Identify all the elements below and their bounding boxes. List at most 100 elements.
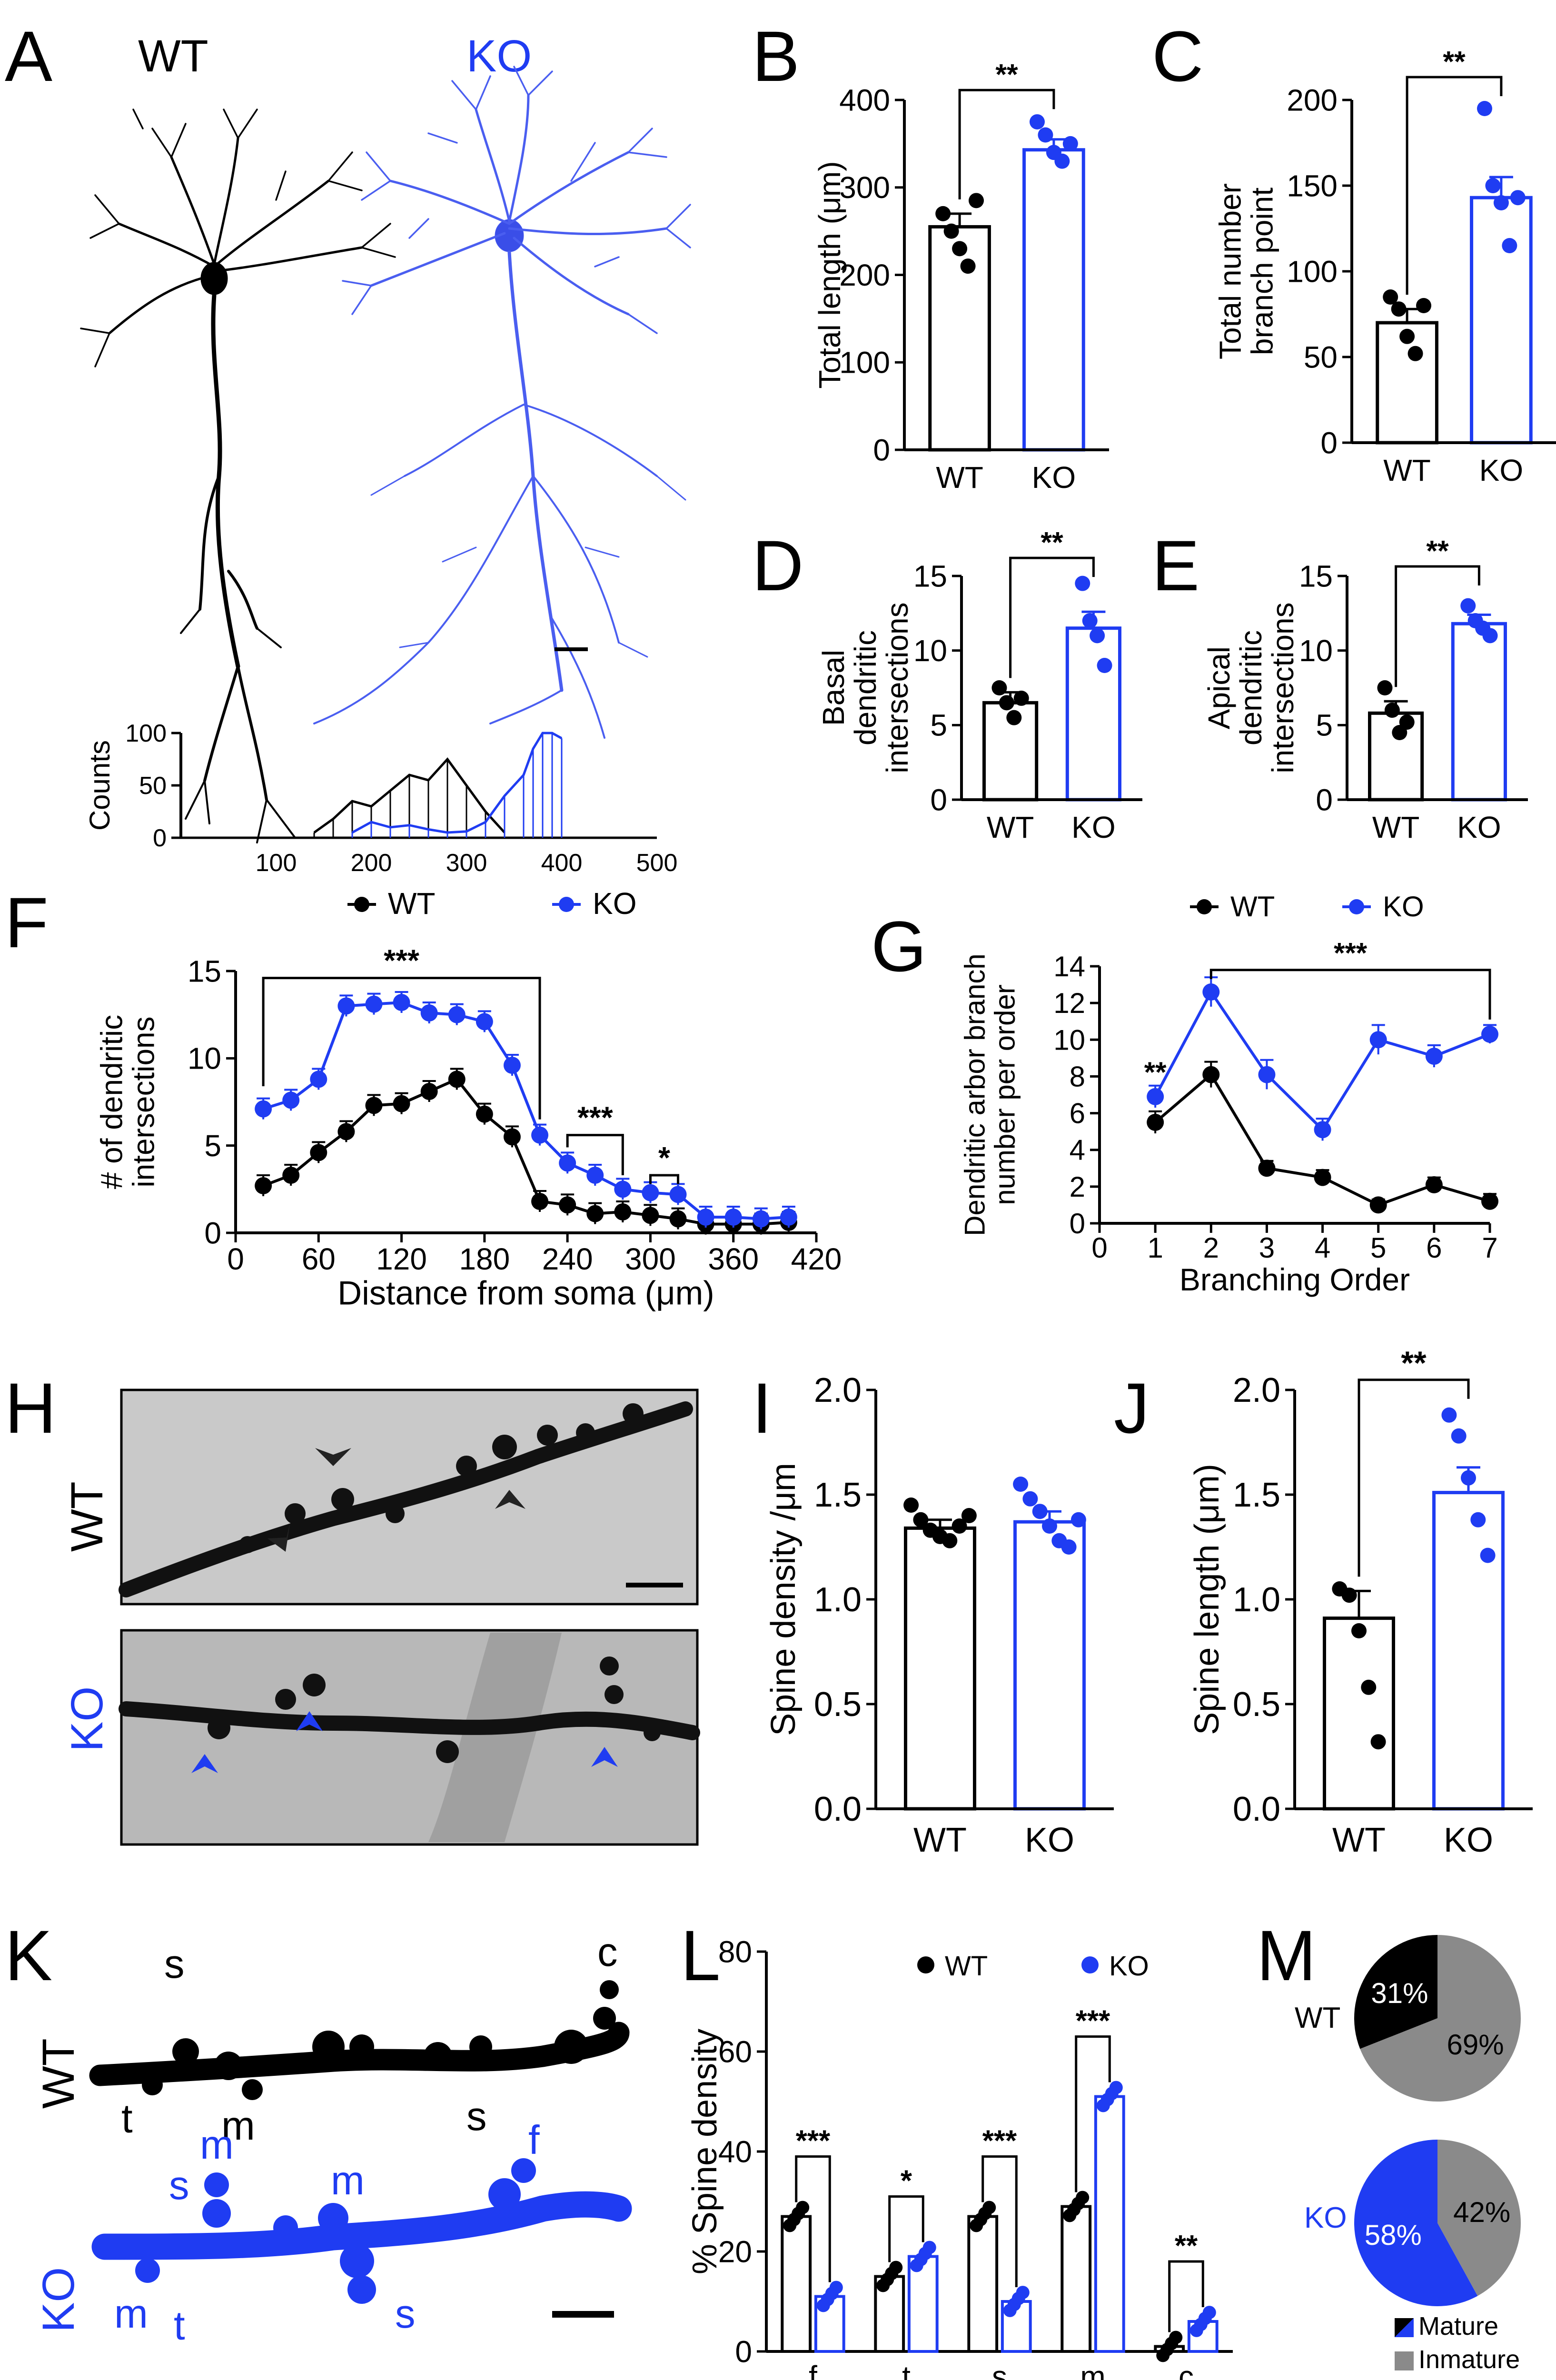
bar-ko <box>1470 196 1533 445</box>
data-point-wt <box>903 1497 919 1513</box>
x-tick-label: 60 <box>302 1242 336 1276</box>
data-point-ko <box>669 1186 687 1203</box>
data-point-ko <box>282 1091 300 1109</box>
pie-slice-inmature <box>1360 1935 1521 2102</box>
data-point-ko <box>1054 153 1070 169</box>
x-axis-label: Distance from soma (μm) <box>337 1274 714 1311</box>
panel-b-chart: B Total length (μm) 0 100 200 300 400 WT KO ** <box>752 16 1109 495</box>
significance-bracket <box>1209 969 1491 1020</box>
legend-marker <box>1197 899 1212 914</box>
y-tick-label: 50 <box>139 772 167 800</box>
pie-slice-mature <box>1354 1935 1437 2049</box>
y-tick-label: 40 <box>718 2134 752 2169</box>
y-tick-label: 100 <box>125 720 167 747</box>
data-point-wt <box>1013 690 1029 706</box>
x-tick-label: f <box>809 2360 817 2380</box>
data-point-ko <box>1441 1407 1457 1423</box>
ko-neuron-tracing <box>313 66 691 739</box>
y-axis-label: Apicaldendriticintersections <box>1202 602 1300 773</box>
data-point-wt <box>476 1105 493 1123</box>
panel-letter: M <box>1257 1915 1316 1995</box>
ko-arrowheads <box>191 1711 618 1773</box>
panel-a: A WT KO Counts 0 50 100 100 200 300 400 500 <box>5 16 691 877</box>
x-tick-label: WT <box>936 460 983 495</box>
wt-dendrite <box>119 1401 693 1597</box>
significance-bracket <box>649 1174 680 1184</box>
pie-label-ko: KO <box>1304 2202 1347 2234</box>
legend-label: WT <box>1230 891 1275 922</box>
x-tick-label: 400 <box>541 849 583 877</box>
data-point-ko <box>642 1184 659 1201</box>
data-point-wt <box>310 1144 327 1161</box>
panel-f-chart: F # of dendriticintersections 0 5 10 15 0 60 120… <box>5 883 842 1311</box>
data-point-ko <box>1038 127 1053 143</box>
data-point-wt <box>1370 1734 1386 1750</box>
y-tick-label: 4 <box>1070 1134 1085 1166</box>
y-tick-label: 1.5 <box>1233 1476 1280 1514</box>
data-point-ko <box>1090 628 1105 644</box>
data-point-wt <box>960 258 976 274</box>
x-tick-label: WT <box>913 1821 967 1859</box>
significance-bracket <box>1168 2260 1204 2332</box>
y-axis-label: Total length (μm) <box>813 161 847 389</box>
wt-label-k: WT <box>33 2038 84 2109</box>
significance-label: * <box>901 2165 912 2198</box>
data-point-ko <box>780 1209 797 1226</box>
panel-letter: C <box>1152 16 1203 96</box>
data-point-wt <box>1407 346 1423 361</box>
data-point-wt <box>1425 1176 1443 1193</box>
significance-label: ** <box>1443 45 1466 78</box>
data-point-wt <box>1369 1196 1387 1214</box>
significance-label: *** <box>384 943 419 978</box>
data-point-wt <box>1258 1160 1276 1177</box>
data-point-wt <box>1341 1587 1357 1603</box>
data-point-ko <box>1061 1539 1077 1555</box>
significance-label: ** <box>1175 2230 1198 2262</box>
data-point-ko <box>1032 1504 1048 1519</box>
data-point-wt <box>1416 298 1432 313</box>
data-point-ko <box>1075 575 1090 591</box>
data-point-ko <box>1510 190 1526 206</box>
data-point-wt <box>1202 1066 1220 1083</box>
ko-spine-label: s <box>169 2163 189 2208</box>
data-point-ko <box>1062 136 1078 151</box>
data-point-wt <box>982 2201 996 2214</box>
y-tick-label: 2 <box>1070 1171 1085 1203</box>
y-tick-label: 100 <box>839 346 890 380</box>
wt-neuron-tracing <box>80 109 396 843</box>
bar-wt-f <box>781 2215 812 2353</box>
scale-bar-k <box>552 2311 614 2318</box>
legend-marker <box>1081 1956 1099 1973</box>
bar-wt <box>928 225 991 452</box>
y-tick-label: 80 <box>718 1934 752 1969</box>
data-point-wt <box>1076 2191 1090 2204</box>
data-point-ko <box>559 1154 576 1172</box>
data-point-ko <box>1029 114 1045 129</box>
legend-label: Inmature <box>1418 2345 1520 2374</box>
bar-ko <box>1065 626 1122 802</box>
data-point-wt <box>642 1207 659 1224</box>
data-point-ko <box>1470 1512 1486 1527</box>
significance-label: *** <box>1334 937 1368 969</box>
x-tick-label: s <box>992 2360 1007 2380</box>
legend-label: Mature <box>1418 2312 1498 2340</box>
data-point-ko <box>1451 1428 1467 1444</box>
pie-slice-label: 58% <box>1365 2219 1422 2251</box>
x-tick-label: 120 <box>376 1242 427 1276</box>
data-point-wt <box>1006 710 1022 725</box>
ko-spine-label: s <box>395 2291 416 2337</box>
bar-ko <box>1451 622 1507 802</box>
panel-letter-h: H <box>5 1368 56 1448</box>
data-point-ko <box>1477 101 1492 116</box>
x-tick-label: c <box>1179 2360 1194 2380</box>
x-tick-label: 7 <box>1482 1232 1497 1264</box>
y-tick-label: 8 <box>1070 1061 1085 1092</box>
y-tick-label: 1.0 <box>1233 1581 1280 1619</box>
significance-label: *** <box>1076 2005 1110 2038</box>
x-tick-label: KO <box>1457 810 1501 844</box>
x-tick-label: 500 <box>636 849 678 877</box>
y-axis-label: Counts <box>84 740 116 831</box>
y-tick-label: 5 <box>1316 708 1333 743</box>
significance-label: *** <box>577 1101 613 1135</box>
